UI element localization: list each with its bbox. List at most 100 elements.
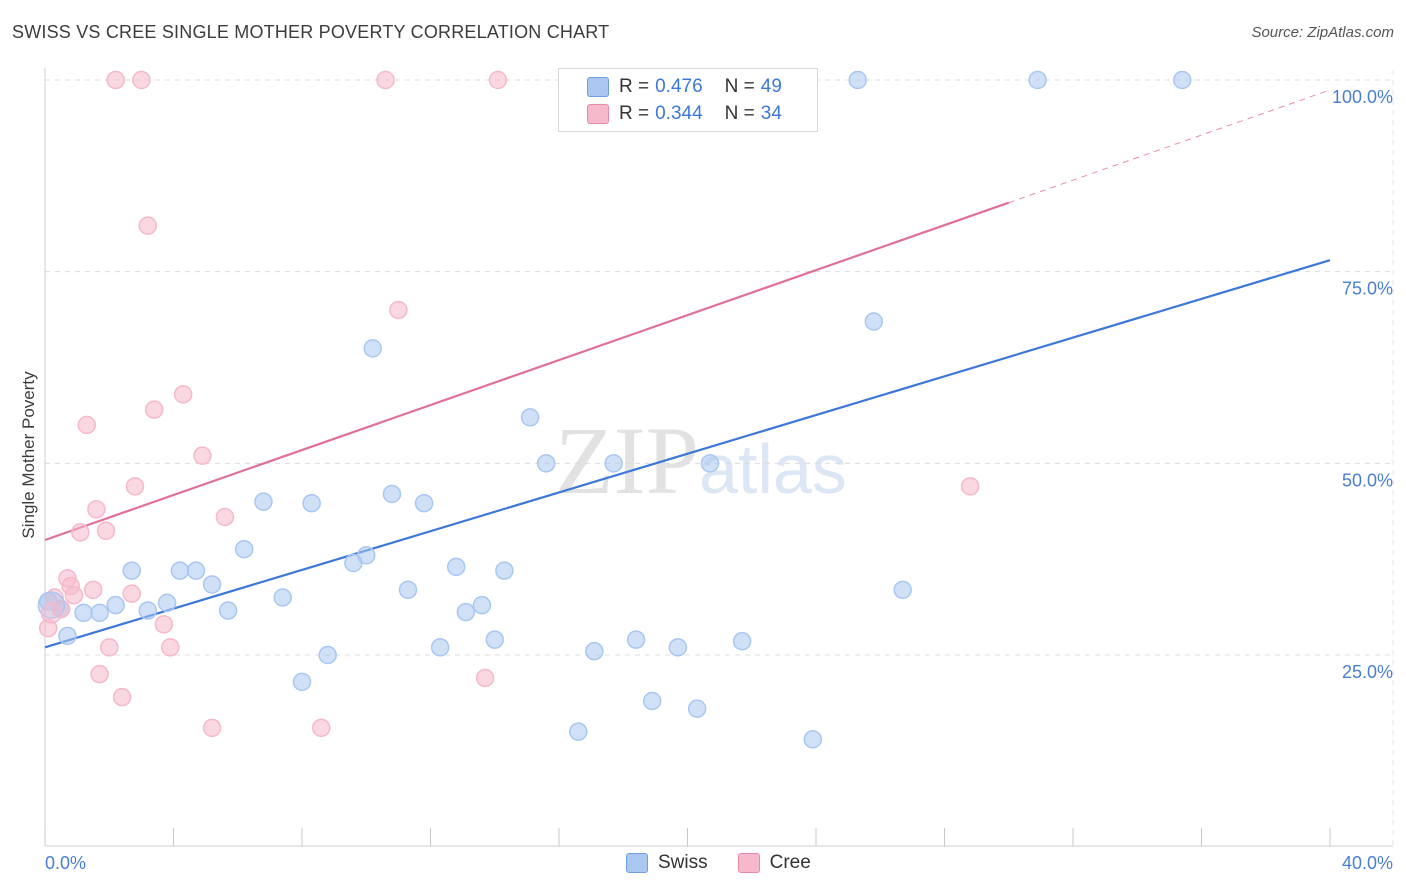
swiss-point: [485, 630, 504, 649]
legend-r-label: R =: [619, 103, 650, 124]
swiss-point: [642, 691, 662, 711]
legend-swatch-swiss: [587, 77, 609, 97]
cree-point: [389, 300, 408, 320]
cree-point: [38, 618, 58, 638]
x-tick-label: 40.0%: [1342, 853, 1393, 873]
swiss-point: [218, 601, 238, 620]
legend-box: R = 0.476 N = 49 R = 0.344 N = 34: [558, 68, 818, 132]
cree-point: [193, 446, 212, 465]
swiss-point: [495, 561, 514, 580]
legend-n-label: N =: [724, 103, 755, 124]
swiss-point: [302, 493, 321, 513]
swiss-point: [414, 493, 434, 513]
swiss-point: [382, 484, 402, 504]
bottom-legend-cree[interactable]: Cree: [737, 852, 811, 874]
cree-point: [132, 70, 151, 90]
data-points: [37, 70, 1192, 749]
cree-point: [161, 638, 180, 657]
cree-trend-extension: [1008, 89, 1331, 204]
swiss-point: [58, 626, 77, 646]
cree-point: [312, 718, 331, 738]
swiss-point: [456, 602, 476, 622]
cree-point: [83, 580, 103, 600]
swiss-point: [202, 575, 222, 594]
legend-row-cree: R = 0.344 N = 34: [587, 102, 782, 126]
swiss-point: [234, 539, 254, 559]
cree-point: [125, 477, 145, 496]
swiss-point: [37, 591, 66, 619]
legend-row-swiss: R = 0.476 N = 49: [587, 75, 782, 99]
y-tick-label: 100.0%: [1332, 87, 1393, 107]
swiss-point: [472, 595, 492, 615]
swiss-point: [170, 561, 190, 580]
swiss-point: [74, 603, 93, 623]
cree-point: [64, 585, 84, 605]
swiss-point: [363, 339, 382, 358]
swiss-point: [536, 454, 556, 473]
swiss-point: [585, 641, 604, 661]
cree-point: [215, 507, 235, 527]
swiss-point: [848, 70, 868, 90]
cree-point: [71, 523, 90, 542]
x-tick-label: 0.0%: [45, 853, 86, 873]
cree-point: [96, 521, 116, 541]
cree-point: [475, 668, 495, 688]
swiss-point: [138, 601, 158, 620]
swiss-point: [292, 672, 312, 692]
y-axis-label: Single Mother Poverty: [19, 371, 38, 539]
cree-point: [376, 70, 395, 90]
cree-point: [77, 415, 97, 435]
swiss-point: [186, 561, 206, 580]
cree-point: [106, 70, 125, 90]
swiss-point: [430, 638, 450, 657]
swiss-point: [446, 557, 466, 577]
swiss-point: [864, 312, 884, 331]
trend-lines: [44, 89, 1331, 649]
y-tick-label: 75.0%: [1342, 279, 1393, 299]
grid-lines: [45, 70, 1394, 846]
swiss-point: [1028, 70, 1047, 90]
cree-point: [488, 70, 508, 90]
swiss-point: [604, 454, 623, 473]
swiss-point: [1172, 70, 1192, 90]
swiss-point: [700, 454, 720, 473]
swiss-point: [893, 580, 912, 600]
axis-labels: 25.0% 50.0% 75.0% 100.0% 0.0% 40.0% Single Mot…: [19, 87, 1393, 873]
swiss-point: [803, 730, 823, 749]
swiss-point: [357, 546, 376, 565]
swiss-point: [273, 588, 292, 607]
bottom-legend: Swiss Cree: [626, 852, 841, 874]
y-tick-label: 50.0%: [1342, 470, 1393, 490]
bottom-legend-swiss[interactable]: Swiss: [626, 852, 708, 874]
cree-point: [154, 615, 174, 634]
swiss-point: [106, 595, 125, 615]
cree-point: [40, 602, 63, 624]
chart-title: SWISS VS CREE SINGLE MOTHER POVERTY CORR…: [12, 22, 610, 42]
y-tick-label: 25.0%: [1342, 662, 1393, 682]
legend-n-value: 49: [760, 76, 782, 97]
swiss-point: [318, 645, 337, 665]
chart-source: Source: ZipAtlas.com: [1251, 24, 1394, 41]
watermark-zip: ZIP: [555, 407, 699, 514]
cree-trend-line: [44, 201, 1010, 542]
legend-r-value: 0.476: [655, 76, 703, 97]
swiss-point: [398, 580, 418, 600]
axes: [44, 68, 1393, 847]
cree-point: [960, 477, 980, 496]
cree-point: [90, 664, 109, 684]
bottom-legend-label-swiss: Swiss: [658, 852, 708, 873]
cree-point: [138, 216, 158, 235]
swiss-point: [90, 603, 109, 623]
swiss-point: [687, 699, 707, 718]
swiss-trend-line: [44, 259, 1331, 649]
swiss-point: [732, 631, 752, 651]
cree-point: [112, 687, 132, 707]
legend-r-value: 0.344: [655, 103, 703, 124]
swiss-point: [520, 408, 540, 427]
bottom-legend-swatch-cree: [737, 853, 760, 873]
legend-n-label: N =: [724, 76, 755, 97]
swiss-point: [254, 492, 273, 511]
cree-point: [202, 718, 222, 738]
cree-point: [122, 584, 141, 603]
